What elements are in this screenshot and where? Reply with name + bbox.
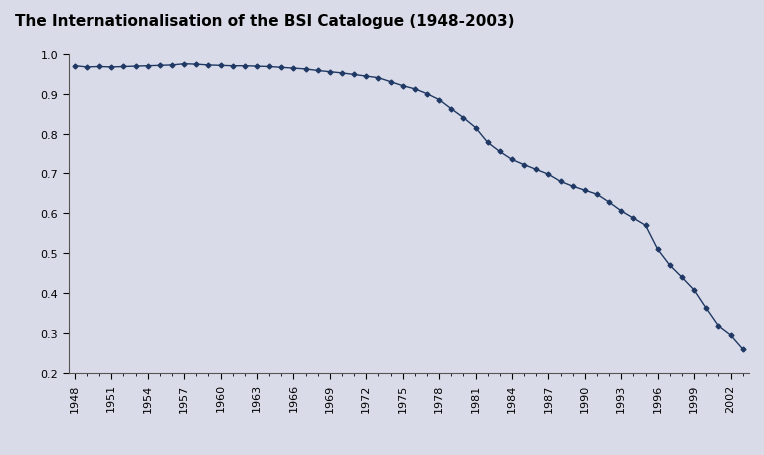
National Standards/Total Catalogue: [83, 65, 92, 71]
National Standards/Total Catalogue: [325, 70, 335, 75]
National Standards/Total Catalogue: [180, 62, 189, 67]
National Standards/Total Catalogue: [495, 149, 504, 155]
Text: The Internationalisation of the BSI Catalogue (1948-2003): The Internationalisation of the BSI Cata…: [15, 14, 515, 29]
National Standards/Total Catalogue: [520, 162, 529, 168]
Line: National Standards/Total Catalogue: National Standards/Total Catalogue: [73, 63, 744, 351]
National Standards/Total Catalogue: [738, 347, 747, 352]
National Standards/Total Catalogue: [592, 192, 601, 197]
National Standards/Total Catalogue: [70, 64, 79, 69]
National Standards/Total Catalogue: [459, 116, 468, 121]
